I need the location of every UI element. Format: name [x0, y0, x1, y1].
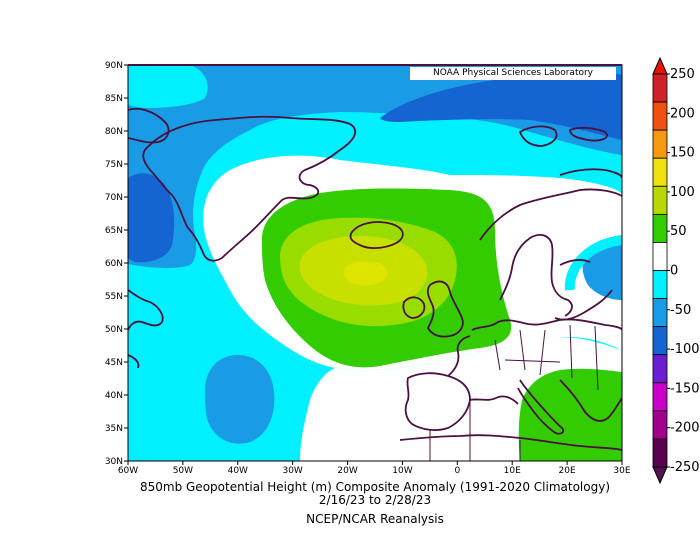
lat-tick-label: 75N [105, 160, 123, 170]
latitude-axis: 90N 85N 80N 75N 70N 65N 60N 55N 50N 45N 40N 35N 30N [105, 61, 128, 467]
lon-tick-label: 0 [454, 466, 460, 476]
colorbar-segment [652, 157, 668, 187]
lat-tick-label: 85N [105, 94, 123, 104]
caption-line1: 850mb Geopotential Height (m) Composite … [139, 480, 610, 494]
coast-greenland [142, 115, 357, 262]
coast-franzjosef [569, 126, 608, 142]
lat-tick-label: 50N [105, 325, 123, 335]
colorbar-label: 200 [670, 106, 695, 121]
colorbar-label: 250 [670, 67, 695, 82]
colorbar-label: -150 [670, 381, 700, 396]
colorbar-segment [652, 73, 668, 103]
field-core [343, 261, 388, 286]
credit-label: NOAA Physical Sciences Laboratory [410, 67, 616, 80]
lon-tick-label: 30E [613, 466, 630, 476]
lon-tick-label: 40W [228, 466, 248, 476]
coast-europe-north [471, 318, 622, 331]
lat-tick-label: 65N [105, 226, 123, 236]
caption-line2: 2/16/23 to 2/28/23 [318, 493, 432, 507]
colorbar-label: -50 [670, 303, 691, 318]
lat-tick-label: 60N [105, 259, 123, 269]
caption-line3: NCEP/NCAR Reanalysis [306, 512, 444, 526]
coast-britain [426, 280, 464, 338]
colorbar-segment [652, 101, 668, 131]
lon-tick-label: 10W [392, 466, 412, 476]
lon-tick-label: 20W [337, 466, 357, 476]
lon-tick-label: 20E [559, 466, 576, 476]
lat-tick-label: 80N [105, 127, 123, 137]
colorbar-segment [652, 242, 668, 271]
colorbar-segment [652, 410, 668, 440]
colorbar-segment [652, 382, 668, 412]
lat-tick-label: 45N [105, 358, 123, 368]
field-green-se [518, 368, 622, 461]
coast-italy [517, 379, 565, 435]
lat-tick-label: 90N [105, 61, 123, 71]
lat-tick-label: 35N [105, 424, 123, 434]
coast-balkans [559, 379, 622, 422]
colorbar-bottom-arrow [652, 466, 668, 485]
lat-tick-label: 70N [105, 193, 123, 203]
coast-scandinavia [479, 188, 622, 317]
anomaly-field [128, 65, 622, 461]
colorbar-segment [652, 354, 668, 384]
coast-ireland [402, 296, 426, 319]
coast-iceland [349, 221, 404, 249]
lat-tick-label: 40N [105, 391, 123, 401]
coastlines [128, 107, 622, 461]
field-darkblue-greenland [128, 173, 175, 263]
colorbar-label: 0 [670, 264, 678, 279]
coast-russia-north [559, 168, 622, 179]
colorbar-label: 50 [670, 224, 687, 239]
lon-tick-label: 50W [173, 466, 193, 476]
colorbar: 250 200 150 100 50 0 -50 -100 -150 -200 -250 [652, 56, 700, 485]
longitude-axis: 60W 50W 40W 30W 20W 10W 0 10E 20E 30E [118, 461, 631, 476]
colorbar-segment [652, 213, 668, 243]
coast-svalbard [519, 125, 558, 147]
coast-nafrica [399, 434, 622, 451]
coast-labrador [128, 289, 164, 331]
field-darkblue-ne [380, 72, 622, 140]
lon-tick-label: 60W [118, 466, 138, 476]
colorbar-segment [652, 185, 668, 215]
lon-tick-label: 10E [504, 466, 521, 476]
field-cyan-nw [128, 65, 208, 108]
colorbar-segment [652, 298, 668, 328]
colorbar-top-arrow [652, 56, 668, 75]
colorbar-label: -100 [670, 342, 700, 357]
lat-tick-label: 55N [105, 292, 123, 302]
borders [429, 324, 599, 461]
coast-ellesmere [128, 107, 170, 144]
colorbar-label: -250 [670, 460, 700, 475]
coast-france [447, 335, 519, 405]
colorbar-segment [652, 326, 668, 356]
lat-tick-label: 30N [105, 457, 123, 467]
colorbar-segment [652, 270, 668, 299]
field-blue-sw [205, 355, 275, 444]
colorbar-segment [652, 129, 668, 159]
colorbar-segment [652, 438, 668, 468]
colorbar-label: 100 [670, 185, 695, 200]
field-white-se [300, 337, 622, 461]
colorbar-label: 150 [670, 146, 695, 161]
coast-canada-east [128, 354, 140, 369]
colorbar-label: -200 [670, 421, 700, 436]
lon-tick-label: 30W [282, 466, 302, 476]
